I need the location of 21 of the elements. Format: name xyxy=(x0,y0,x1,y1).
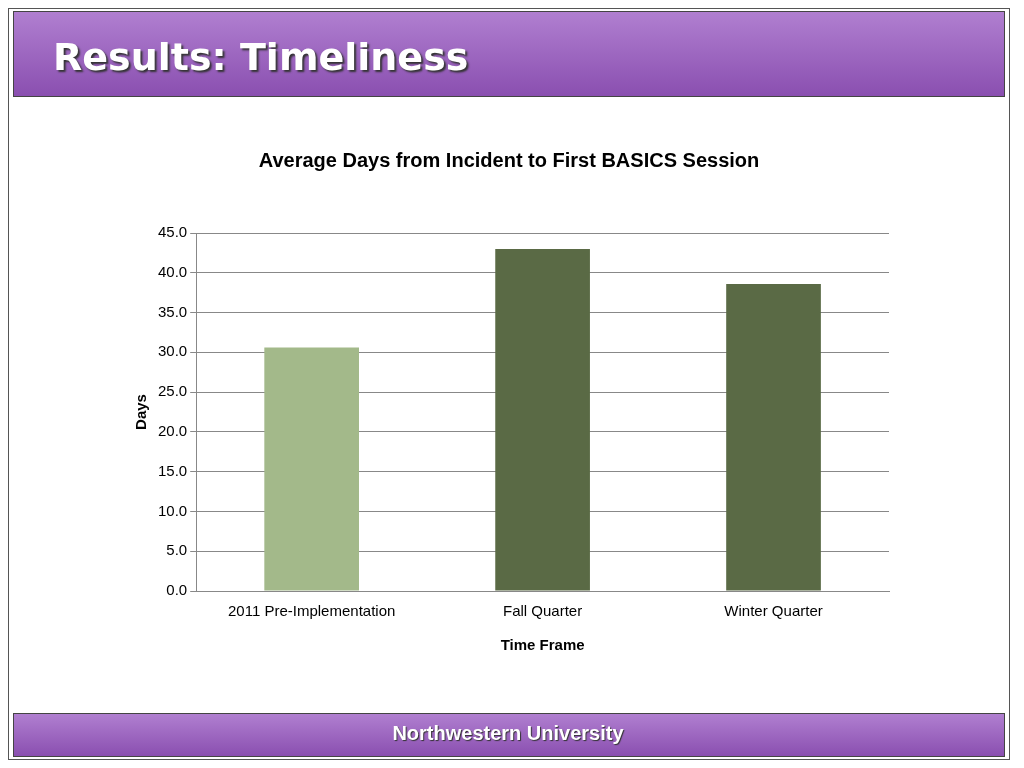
x-tick-label: 2011 Pre-Implementation xyxy=(228,602,396,620)
text: Northwestern University xyxy=(391,722,625,745)
y-tick-label: 30.0 xyxy=(157,342,188,360)
y-tick-label: 5.0 xyxy=(166,541,188,559)
y-tick-label: 25.0 xyxy=(157,382,188,400)
bar xyxy=(726,283,821,591)
x-tick-label: Fall Quarter xyxy=(503,602,583,620)
chart-title: Results: Timeliness xyxy=(53,35,469,79)
bar xyxy=(264,347,359,591)
y-tick-label: 15.0 xyxy=(157,461,188,479)
y-axis-title: Days xyxy=(132,394,150,430)
y-tick-label: 0.0 xyxy=(166,581,188,599)
chart-subtitle: Average Days from Incident to First BASICS Session xyxy=(258,148,760,171)
y-tick-label: 20.0 xyxy=(157,422,188,440)
x-axis-title: Time Frame xyxy=(500,636,585,654)
y-tick-label: 10.0 xyxy=(157,501,188,519)
x-tick-label: Winter Quarter xyxy=(724,602,823,620)
y-tick-label: 45.0 xyxy=(157,223,188,241)
y-tick-label: 35.0 xyxy=(157,302,188,320)
bar xyxy=(495,248,590,591)
y-tick-label: 40.0 xyxy=(157,262,188,280)
